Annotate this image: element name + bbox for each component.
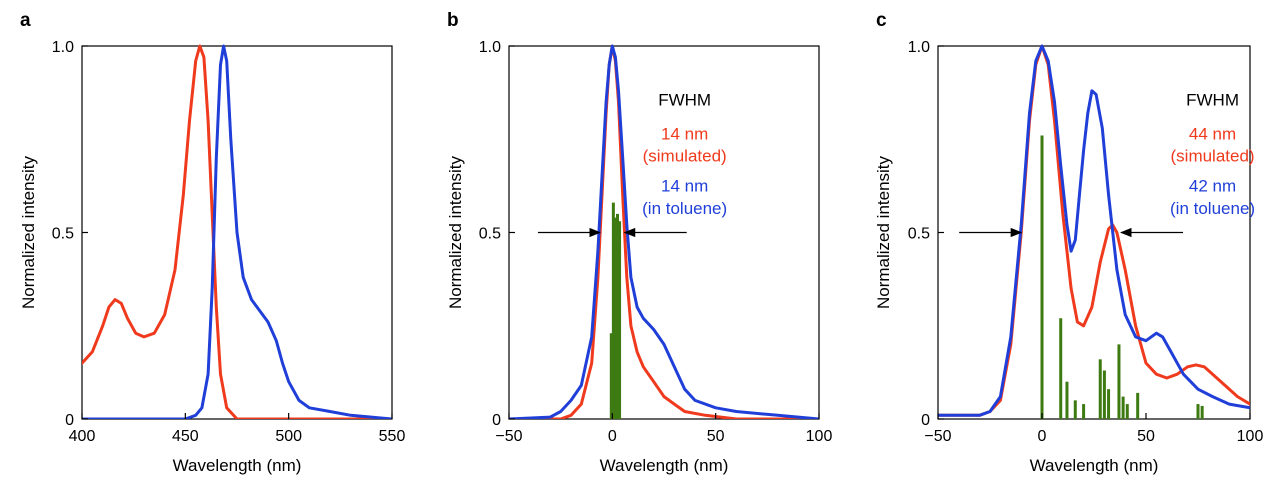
x-tick-label: 0 [608,428,617,445]
series-line-blue [509,44,819,419]
fwhm-annotation: (in toluene) [642,199,727,218]
panel-letter: a [20,10,31,31]
panel-letter: c [876,10,887,31]
y-axis-label: Normalized intensity [446,155,465,309]
y-tick-label: 1.0 [908,39,930,56]
fwhm-annotation: (simulated) [643,147,727,166]
fwhm-annotation: (simulated) [1171,147,1255,166]
x-axis-label: Wavelength (nm) [1030,456,1159,475]
x-tick-label: 400 [69,428,96,445]
series-line-red [82,44,392,419]
x-tick-label: 100 [1237,428,1264,445]
x-tick-label: 50 [1137,428,1155,445]
y-axis-label: Normalized intensity [874,155,893,309]
y-tick-label: 1.0 [52,39,74,56]
y-tick-label: 0 [921,412,930,429]
plot-area [82,44,392,419]
x-tick-label: −50 [924,428,951,445]
x-tick-label: 0 [1038,428,1047,445]
y-tick-label: 1.0 [479,39,501,56]
x-tick-label: 100 [806,428,833,445]
x-tick-label: 450 [172,428,199,445]
panel-letter: b [447,10,459,31]
y-tick-label: 0 [492,412,501,429]
y-tick-label: 0 [65,412,74,429]
y-tick-label: 0.5 [479,226,501,243]
x-tick-label: −50 [495,428,522,445]
series-line-blue [82,44,392,419]
x-axis-label: Wavelength (nm) [600,456,729,475]
y-tick-label: 0.5 [52,226,74,243]
fwhm-annotation: 42 nm [1189,176,1236,195]
series-line-red [509,44,819,419]
x-tick-label: 50 [707,428,725,445]
panel-a: a 400 450 500 550 0 0.5 1.0 Wavelength (nm) Norma… [19,10,405,475]
y-tick-label: 0.5 [908,226,930,243]
series-line-blue [938,44,1250,417]
fwhm-annotation: 14 nm [661,176,708,195]
x-tick-label: 550 [379,428,406,445]
fwhm-annotation: FWHM [658,91,711,110]
fwhm-annotation: (in toluene) [1170,199,1255,218]
fwhm-annotation: 14 nm [661,124,708,143]
plot-area [509,44,819,419]
y-axis-label: Normalized intensity [19,155,38,309]
fwhm-annotation: FWHM [1186,91,1239,110]
x-tick-label: 500 [275,428,302,445]
fwhm-annotation: 44 nm [1189,124,1236,143]
plot-area [938,44,1250,419]
x-axis-label: Wavelength (nm) [173,456,302,475]
